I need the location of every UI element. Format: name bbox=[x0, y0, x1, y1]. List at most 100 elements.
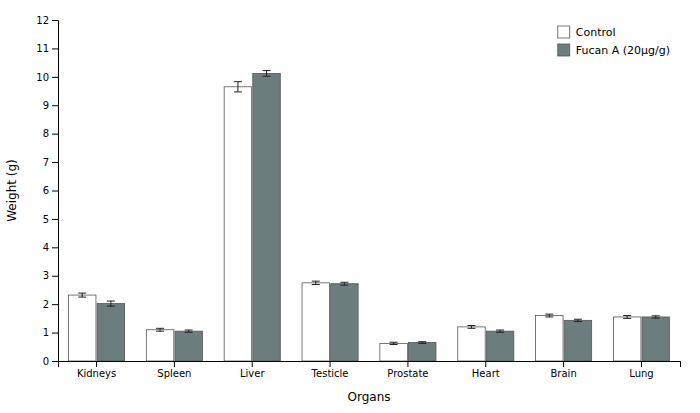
error-bar bbox=[623, 316, 631, 319]
x-tick-mark bbox=[330, 361, 331, 367]
x-tick-label: Lung bbox=[629, 368, 653, 379]
x-tick-mark bbox=[485, 361, 486, 367]
bar bbox=[408, 343, 435, 361]
y-axis: 0123456789101112 bbox=[36, 15, 58, 367]
bar bbox=[458, 327, 485, 361]
y-tick: 9 bbox=[43, 100, 58, 111]
legend-item: Control bbox=[558, 26, 616, 39]
error-bar bbox=[390, 342, 398, 344]
y-tick-label: 12 bbox=[36, 15, 49, 26]
x-tick-mark bbox=[252, 361, 253, 367]
y-tick: 10 bbox=[36, 72, 58, 83]
x-tick-label: Brain bbox=[551, 368, 577, 379]
legend-label: Control bbox=[576, 26, 616, 39]
x-tick-mark bbox=[96, 361, 97, 367]
bar bbox=[302, 283, 329, 361]
error-bar bbox=[574, 319, 582, 321]
y-tick-mark bbox=[52, 333, 58, 334]
x-tick-mark bbox=[641, 361, 642, 367]
legend-item: Fucan A (20μg/g) bbox=[558, 44, 670, 57]
bar bbox=[613, 317, 640, 361]
plot-area: 0123456789101112KidneysSpleenLiverTestic… bbox=[36, 15, 680, 379]
x-tick-label: Kidneys bbox=[77, 368, 116, 379]
y-tick-mark bbox=[52, 191, 58, 192]
error-bar bbox=[652, 316, 660, 318]
y-tick-label: 0 bbox=[43, 356, 49, 367]
error-bar bbox=[340, 282, 348, 285]
error-bar bbox=[78, 293, 86, 297]
y-tick-label: 3 bbox=[43, 270, 49, 281]
bar bbox=[146, 330, 173, 361]
bar bbox=[380, 343, 407, 361]
y-tick: 3 bbox=[43, 270, 58, 281]
chart-container: 0123456789101112KidneysSpleenLiverTestic… bbox=[0, 0, 700, 413]
x-axis-title: Organs bbox=[348, 390, 391, 404]
bar-series bbox=[97, 71, 669, 361]
x-tick: Kidneys bbox=[77, 361, 116, 379]
bar bbox=[97, 304, 124, 361]
x-tick: Heart bbox=[472, 361, 500, 379]
y-axis-title: Weight (g) bbox=[5, 159, 19, 222]
y-tick-mark bbox=[52, 304, 58, 305]
bar bbox=[486, 331, 513, 361]
legend-swatch bbox=[558, 26, 570, 38]
y-tick: 7 bbox=[43, 157, 58, 168]
error-bar bbox=[545, 314, 553, 317]
x-tick: Spleen bbox=[157, 361, 191, 379]
y-tick-mark bbox=[52, 77, 58, 78]
error-bar bbox=[263, 71, 271, 77]
y-tick-mark bbox=[52, 48, 58, 49]
y-tick-mark bbox=[52, 276, 58, 277]
y-tick-mark bbox=[52, 247, 58, 248]
error-bar bbox=[107, 301, 115, 306]
error-bar bbox=[185, 330, 193, 332]
x-tick-mark bbox=[174, 361, 175, 367]
x-tick-label: Liver bbox=[240, 368, 265, 379]
bar bbox=[253, 73, 280, 361]
bar bbox=[564, 320, 591, 361]
y-tick-label: 1 bbox=[43, 327, 49, 338]
y-tick: 2 bbox=[43, 299, 58, 310]
y-tick: 8 bbox=[43, 128, 58, 139]
y-tick-mark bbox=[52, 134, 58, 135]
x-tick: Liver bbox=[240, 361, 265, 379]
x-tick-label: Spleen bbox=[157, 368, 191, 379]
y-tick: 6 bbox=[43, 185, 58, 196]
y-tick-mark bbox=[52, 162, 58, 163]
error-bar bbox=[156, 328, 164, 331]
y-tick-mark bbox=[52, 361, 58, 362]
bar bbox=[224, 87, 251, 361]
x-tick-label: Heart bbox=[472, 368, 500, 379]
y-tick-label: 2 bbox=[43, 299, 49, 310]
y-tick: 1 bbox=[43, 327, 58, 338]
y-tick-mark bbox=[52, 20, 58, 21]
bar bbox=[175, 331, 202, 361]
y-tick: 4 bbox=[43, 242, 58, 253]
y-tick-label: 8 bbox=[43, 128, 49, 139]
x-tick-mark bbox=[407, 361, 408, 367]
bar bbox=[536, 316, 563, 361]
error-bar bbox=[418, 342, 426, 344]
bar bbox=[642, 317, 669, 361]
y-tick: 0 bbox=[43, 356, 58, 367]
error-bar bbox=[234, 82, 242, 92]
legend: Control Fucan A (20μg/g) bbox=[558, 26, 670, 57]
y-axis-line bbox=[52, 21, 59, 362]
x-tick-label: Prostate bbox=[387, 368, 428, 379]
y-tick: 11 bbox=[36, 43, 58, 54]
y-tick-label: 9 bbox=[43, 100, 49, 111]
y-tick-label: 11 bbox=[36, 43, 49, 54]
legend-label: Fucan A (20μg/g) bbox=[576, 44, 670, 57]
y-tick-mark bbox=[52, 219, 58, 220]
error-bar bbox=[496, 330, 504, 332]
chart-svg: 0123456789101112KidneysSpleenLiverTestic… bbox=[0, 0, 700, 413]
x-tick: Testicle bbox=[311, 361, 349, 379]
y-tick-mark bbox=[52, 105, 58, 106]
y-tick-label: 4 bbox=[43, 242, 49, 253]
x-axis: Kidneys Spleen Liver Testicle Prostate Heart B… bbox=[59, 361, 681, 379]
x-axis-line bbox=[59, 362, 681, 368]
y-tick-label: 7 bbox=[43, 157, 49, 168]
x-tick: Lung bbox=[629, 361, 653, 379]
y-tick-label: 10 bbox=[36, 72, 49, 83]
x-tick-label: Testicle bbox=[311, 368, 349, 379]
